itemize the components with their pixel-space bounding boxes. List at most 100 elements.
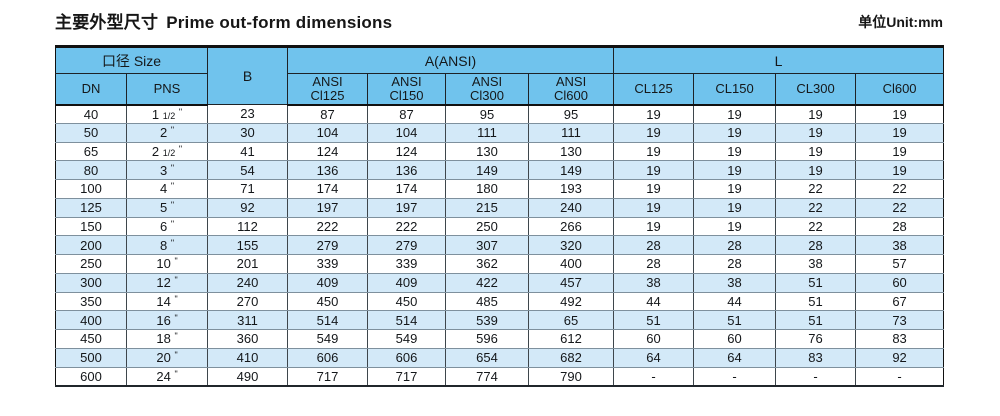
header-ansi-cl150-line1: ANSI [391,73,422,89]
cell-dn: 200 [55,235,127,255]
cell-a-cl125: 717 [287,366,368,387]
cell-l-cl150: - [693,366,777,387]
table-row: 250 10 " 201 339 339 362 400 28 28 38 57 [55,254,945,274]
cell-a-cl125: 124 [287,141,368,162]
cell-a-cl125: 409 [287,272,368,293]
cell-l-cl300: 51 [775,310,857,330]
cell-a-cl125: 197 [287,197,368,218]
table-row: 65 2 1/2 " 41 124 124 130 130 19 19 19 19 [55,141,945,162]
cell-l-cl600: 92 [855,347,945,368]
page-title: 主要外型尺寸 Prime out-form dimensions [55,8,392,33]
cell-a-cl300: 130 [445,141,529,162]
cell-pns: 3 " [126,160,208,180]
cell-a-cl600: 612 [527,329,615,349]
cell-a-cl150: 136 [367,160,446,180]
cell-a-cl150: 174 [367,179,446,199]
cell-l-cl125: - [613,366,695,387]
table-row: 125 5 " 92 197 197 215 240 19 19 22 22 [55,197,945,218]
header-l-cl125: CL125 [613,73,695,106]
cell-a-cl600: 111 [527,122,615,143]
table-row: 100 4 " 71 174 174 180 193 19 19 22 22 [55,179,945,199]
cell-a-cl300: 596 [445,329,529,349]
cell-l-cl600: 57 [855,254,945,274]
table-row: 40 1 1/2 " 23 87 87 95 95 19 19 19 19 [55,104,945,124]
cell-pns: 18 " [126,329,208,349]
cell-a-cl600: 320 [527,235,615,255]
cell-pns: 14 " [126,291,208,312]
cell-a-cl300: 654 [445,347,529,368]
cell-l-cl150: 19 [693,197,777,218]
cell-l-cl125: 51 [613,310,695,330]
cell-dn: 450 [55,329,127,349]
cell-l-cl150: 28 [693,254,777,274]
unit-label: 单位Unit:mm [858,14,943,30]
cell-l-cl300: 38 [775,254,857,274]
cell-a-cl600: 457 [527,272,615,293]
cell-l-cl150: 64 [693,347,777,368]
cell-dn: 65 [55,141,127,162]
cell-a-cl300: 362 [445,254,529,274]
cell-a-cl150: 450 [367,291,446,312]
cell-l-cl125: 19 [613,104,695,124]
cell-l-cl600: 22 [855,179,945,199]
header-ansi-cl300-line1: ANSI [471,73,503,89]
cell-l-cl600: 38 [855,235,945,255]
cell-a-cl300: 539 [445,310,529,330]
cell-a-cl125: 174 [287,179,368,199]
cell-a-cl150: 197 [367,197,446,218]
header-l-group: L [613,46,945,74]
header-ansi-cl150: ANSI Cl150 [367,73,446,106]
cell-l-cl600: 19 [855,141,945,162]
header-l-cl300: CL300 [775,73,857,106]
table-header: 口径 Size B A(ANSI) L DN PNS ANSI Cl125 AN… [55,46,945,106]
header-ansi-cl125-line1: ANSI [312,73,343,89]
cell-a-cl150: 104 [367,122,446,143]
header-ansi-cl125-line2: Cl125 [310,87,345,103]
cell-pns: 24 " [126,366,208,387]
cell-b: 23 [207,104,288,124]
cell-a-cl300: 215 [445,197,529,218]
cell-pns: 8 " [126,235,208,255]
cell-b: 112 [207,216,288,237]
header-ansi-cl300-line2: Cl300 [470,87,504,103]
cell-l-cl125: 44 [613,291,695,312]
cell-a-cl125: 606 [287,347,368,368]
cell-a-cl600: 240 [527,197,615,218]
cell-dn: 600 [55,366,127,387]
cell-a-cl150: 717 [367,366,446,387]
cell-l-cl600: 19 [855,160,945,180]
cell-a-cl600: 682 [527,347,615,368]
cell-l-cl600: 28 [855,216,945,237]
cell-l-cl150: 28 [693,235,777,255]
cell-a-cl125: 549 [287,329,368,349]
cell-a-cl300: 111 [445,122,529,143]
cell-b: 155 [207,235,288,255]
cell-dn: 80 [55,160,127,180]
header-l-cl600: Cl600 [855,73,945,106]
cell-l-cl300: 83 [775,347,857,368]
cell-dn: 400 [55,310,127,330]
cell-l-cl600: 60 [855,272,945,293]
cell-a-cl600: 266 [527,216,615,237]
cell-b: 201 [207,254,288,274]
cell-a-cl300: 774 [445,366,529,387]
cell-l-cl300: 22 [775,179,857,199]
cell-l-cl150: 19 [693,160,777,180]
cell-a-cl300: 95 [445,104,529,124]
cell-l-cl150: 51 [693,310,777,330]
page-title-en: Prime out-form dimensions [166,13,393,32]
cell-l-cl150: 38 [693,272,777,293]
header-ansi-cl600: ANSI Cl600 [527,73,615,106]
cell-b: 41 [207,141,288,162]
cell-l-cl125: 28 [613,235,695,255]
cell-a-cl125: 87 [287,104,368,124]
cell-b: 71 [207,179,288,199]
cell-a-cl150: 514 [367,310,446,330]
cell-b: 490 [207,366,288,387]
cell-l-cl125: 19 [613,122,695,143]
cell-a-cl125: 136 [287,160,368,180]
table-row: 350 14 " 270 450 450 485 492 44 44 51 67 [55,291,945,312]
cell-l-cl150: 44 [693,291,777,312]
cell-l-cl125: 19 [613,160,695,180]
